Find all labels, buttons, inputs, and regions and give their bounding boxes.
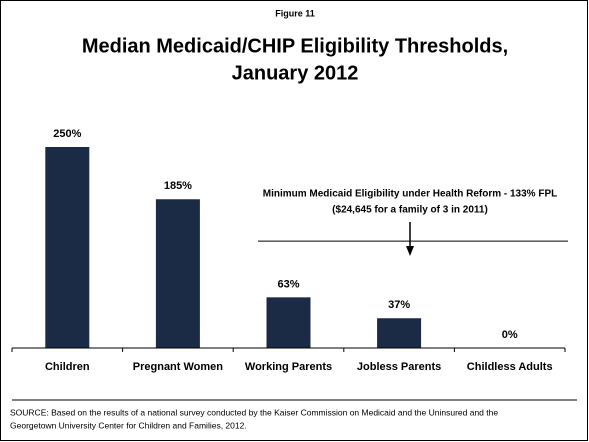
annotation: Minimum Medicaid Eligibility under Healt… <box>263 189 558 200</box>
annotation: ($24,645 for a family of 3 in 2011) <box>332 205 488 216</box>
chart-title: January 2012 <box>232 62 359 84</box>
x-tick-label: Childless Adults <box>467 361 553 373</box>
value-label: 185% <box>164 180 192 192</box>
value-label: 0% <box>502 329 518 341</box>
bar <box>155 199 200 348</box>
source: SOURCE: Based on the results of a nation… <box>10 407 498 417</box>
x-tick-label: Pregnant Women <box>133 361 224 373</box>
source: Georgetown University Center for Childre… <box>10 420 247 430</box>
x-tick-label: Children <box>45 361 90 373</box>
chart-title: Median Medicaid/CHIP Eligibility Thresho… <box>82 35 508 57</box>
value-label: 250% <box>53 128 81 140</box>
bar <box>45 147 90 348</box>
x-tick-label: Jobless Parents <box>357 361 441 373</box>
value-label: 37% <box>388 299 410 311</box>
arrow-head <box>406 246 414 256</box>
x-tick-label: Working Parents <box>245 361 332 373</box>
value-label: 63% <box>277 278 299 290</box>
figure-label: Figure 11 <box>275 8 315 18</box>
bar <box>377 318 422 348</box>
bar <box>266 297 311 348</box>
